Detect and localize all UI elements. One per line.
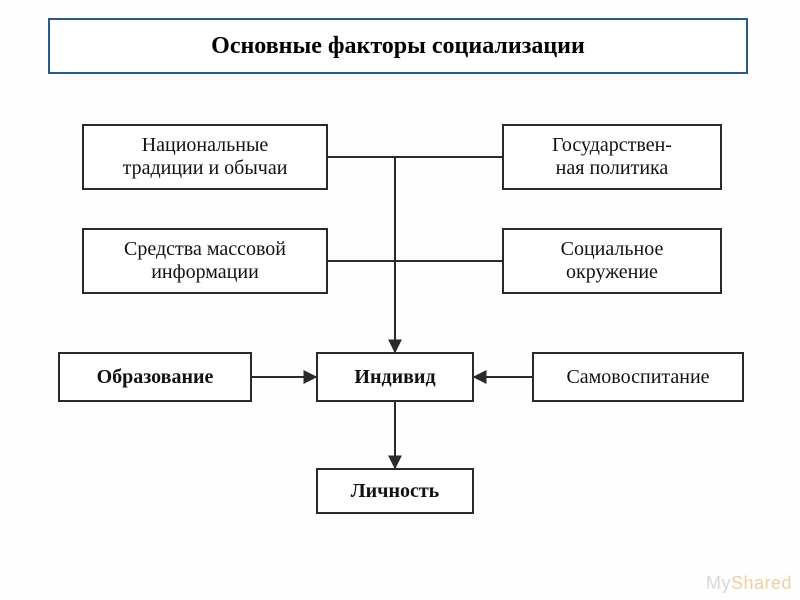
node-social-environment: Социальноеокружение (502, 228, 722, 294)
node-label: Государствен-ная политика (552, 134, 672, 180)
node-label: Средства массовойинформации (124, 238, 286, 284)
diagram-title-text: Основные факторы социализации (211, 33, 585, 60)
node-label: Образование (97, 366, 214, 389)
watermark: MyShared (706, 573, 792, 594)
diagram-title: Основные факторы социализации (48, 18, 748, 74)
diagram-canvas: Основные факторы социализации Национальн… (0, 0, 800, 600)
edge-group (252, 157, 532, 468)
node-state-policy: Государствен-ная политика (502, 124, 722, 190)
node-label: Личность (351, 480, 440, 503)
node-personality: Личность (316, 468, 474, 514)
watermark-suffix: Shared (731, 573, 792, 593)
node-label: Индивид (354, 366, 435, 389)
watermark-prefix: My (706, 573, 731, 593)
node-label: Национальныетрадиции и обычаи (123, 134, 288, 180)
node-national-traditions: Национальныетрадиции и обычаи (82, 124, 328, 190)
node-education: Образование (58, 352, 252, 402)
node-label: Социальноеокружение (561, 238, 664, 284)
node-mass-media: Средства массовойинформации (82, 228, 328, 294)
node-individual: Индивид (316, 352, 474, 402)
node-label: Самовоспитание (566, 366, 709, 389)
node-self-education: Самовоспитание (532, 352, 744, 402)
